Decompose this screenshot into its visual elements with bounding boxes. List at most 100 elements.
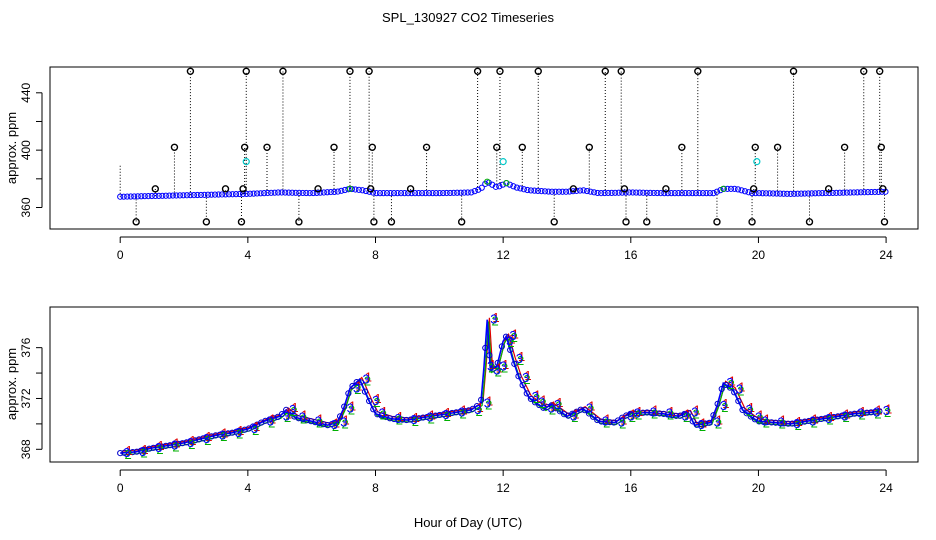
series-marker-label: 3 (474, 402, 481, 417)
baseline-point (208, 191, 215, 198)
series-point (486, 352, 493, 359)
series-point (498, 343, 505, 350)
series-point (859, 409, 866, 417)
baseline-point (218, 191, 226, 198)
series-marker-label: 1 (716, 413, 723, 428)
top-y-tick-label: 360 (19, 197, 33, 217)
outlier-point (860, 67, 868, 76)
baseline-point (861, 189, 868, 196)
baseline-point (784, 190, 791, 197)
baseline-point (699, 190, 707, 197)
baseline-point (864, 189, 871, 196)
baseline-point (492, 183, 499, 190)
series-marker-label: 3 (548, 401, 555, 416)
baseline-point (141, 193, 148, 200)
series-point (681, 410, 688, 418)
series-marker-label: 2 (300, 411, 307, 426)
series-point (606, 419, 613, 426)
baseline-point (346, 185, 354, 192)
baseline-point (418, 190, 426, 197)
series-point (191, 437, 198, 444)
series-point (448, 409, 456, 417)
series-marker-label: 3 (315, 413, 322, 428)
series-marker-label: 2 (204, 433, 211, 448)
baseline-point (324, 189, 331, 196)
baseline-point (478, 184, 485, 191)
outlier-point (643, 218, 651, 226)
series-marker-label: 2 (488, 361, 495, 376)
series-marker-label: 3 (883, 403, 890, 418)
baseline-point (387, 190, 394, 197)
outlier-point (279, 67, 287, 76)
series-point (656, 410, 663, 417)
baseline-point (685, 190, 692, 197)
outlier-point (789, 67, 798, 76)
series-point (117, 450, 124, 457)
series-point (200, 435, 207, 442)
series-point (303, 417, 310, 424)
series-point (266, 416, 273, 423)
series-marker-label: 1 (461, 403, 468, 418)
baseline-point (285, 189, 292, 196)
series-point (772, 419, 779, 426)
series-point (283, 406, 290, 414)
series-point (125, 449, 132, 456)
baseline-point (745, 189, 752, 196)
baseline-point (204, 191, 212, 198)
baseline-point (590, 189, 598, 196)
baseline-point (608, 189, 615, 196)
panel-top-stems (119, 71, 885, 222)
baseline-point (857, 189, 864, 196)
baseline-point (713, 188, 721, 195)
baseline-point (271, 189, 278, 196)
top-x-tick-label: 20 (752, 248, 766, 262)
series-marker-label: 3 (155, 440, 162, 455)
bottom-x-tick-label: 0 (117, 481, 124, 495)
series-marker-label: 1 (317, 411, 324, 426)
baseline-point (552, 188, 559, 195)
series-marker-label: 1 (875, 403, 882, 418)
series-marker-label: 1 (885, 401, 892, 416)
baseline-point (429, 190, 436, 197)
cyan-point (753, 158, 761, 166)
baseline-point (696, 190, 703, 197)
baseline-point (671, 190, 678, 197)
outlier-point (330, 143, 338, 151)
baseline-point (657, 190, 664, 197)
baseline-point (843, 189, 850, 196)
baseline-point (612, 189, 619, 196)
series-marker-label: 2 (635, 408, 642, 423)
baseline-point (770, 190, 777, 197)
series-marker-label: 1 (652, 403, 659, 418)
series-marker-label: 1 (291, 400, 298, 415)
baseline-point (225, 191, 233, 198)
series-marker-label: 3 (841, 408, 848, 423)
top-x-tick-label: 12 (496, 248, 510, 262)
series-marker-label: 3 (509, 328, 516, 343)
baseline-point (422, 190, 429, 197)
series-point (137, 447, 145, 454)
series-marker-label: 3 (394, 411, 401, 426)
series-marker-label: 3 (720, 398, 727, 413)
outlier-point (773, 143, 782, 151)
top-y-tick-label: 440 (19, 82, 33, 102)
baseline-point (229, 191, 236, 198)
series-marker-label: 2 (428, 411, 435, 426)
series-marker-label: 1 (748, 400, 755, 415)
baseline-point (173, 192, 180, 199)
series-marker-label: 1 (757, 408, 764, 423)
baseline-point (131, 193, 138, 200)
series-marker-label: 1 (843, 406, 850, 421)
baseline-point (411, 190, 419, 197)
baseline-point (548, 188, 556, 195)
series-marker-label: 1 (253, 419, 260, 434)
series-marker-label: 1 (534, 387, 541, 402)
outlier-point (620, 185, 629, 193)
series-marker-label: 1 (429, 408, 436, 423)
outlier-point (678, 143, 686, 151)
series-point (830, 413, 837, 421)
baseline-point (629, 189, 636, 196)
baseline-point (383, 190, 391, 197)
series-point (378, 412, 385, 419)
top-x-tick-label: 8 (372, 248, 379, 262)
